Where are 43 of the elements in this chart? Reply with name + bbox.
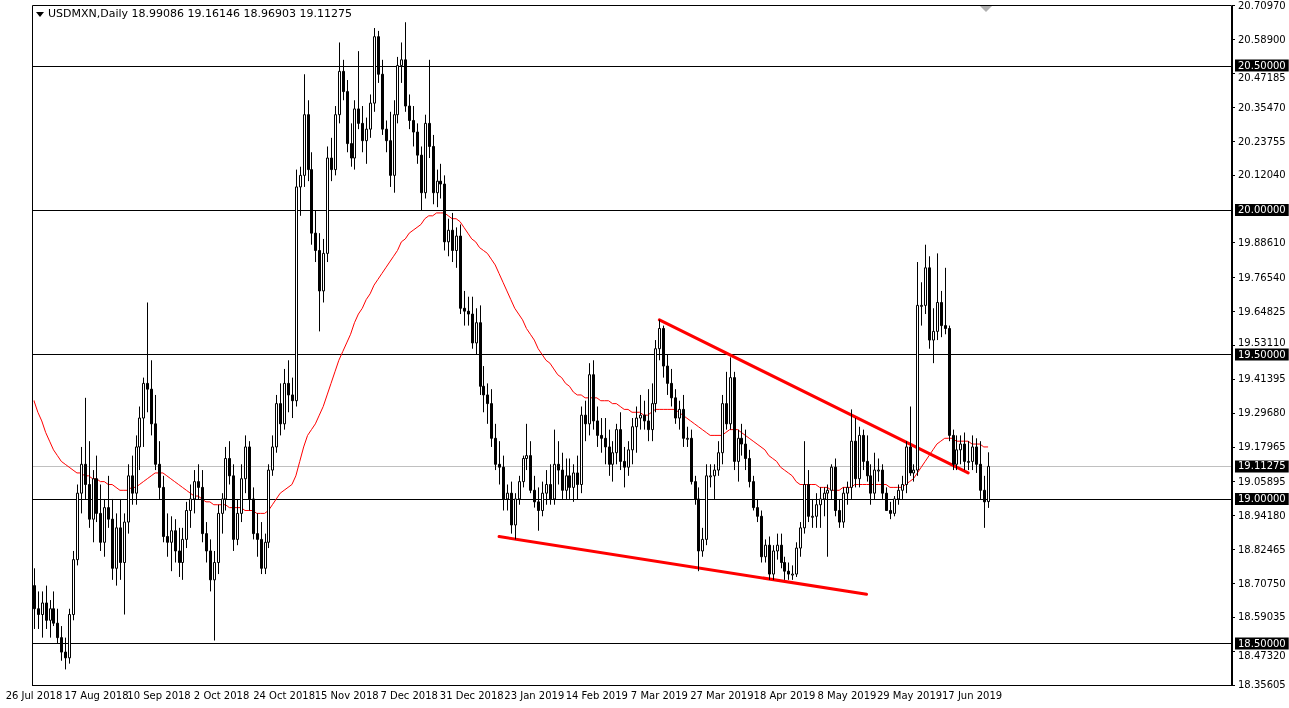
- y-tick-label: 19.64825: [1238, 305, 1286, 317]
- y-tick-label: 19.88610: [1238, 237, 1286, 249]
- y-tick-label: 18.47320: [1238, 649, 1286, 661]
- y-tick-label: 20.47185: [1238, 71, 1286, 83]
- x-tick-label: 7 Mar 2019: [630, 689, 688, 701]
- x-tick-label: 15 Nov 2018: [314, 689, 379, 701]
- y-tick-label: 20.35470: [1238, 101, 1286, 113]
- ref-line-label: 19.50000: [1238, 348, 1286, 360]
- y-tick-label: 18.59035: [1238, 611, 1286, 623]
- x-tick-label: 8 May 2019: [817, 689, 877, 701]
- y-tick-label: 20.23755: [1238, 135, 1286, 147]
- x-tick-label: 2 Oct 2018: [193, 689, 250, 701]
- y-tick-label: 19.53110: [1238, 336, 1286, 348]
- ref-line-label: 19.00000: [1238, 493, 1286, 505]
- y-tick-label: 19.17965: [1238, 441, 1286, 453]
- x-tick-label: 17 Aug 2018: [64, 689, 129, 701]
- ref-line-label: 20.50000: [1238, 59, 1286, 71]
- y-tick-label: 20.58900: [1238, 33, 1286, 45]
- y-tick-label: 20.12040: [1238, 169, 1286, 181]
- y-tick-label: 19.29680: [1238, 407, 1286, 419]
- y-tick-label: 19.05895: [1238, 476, 1286, 488]
- x-tick-label: 27 Mar 2019: [690, 689, 754, 701]
- x-tick-label: 17 Jun 2019: [941, 689, 1003, 701]
- ref-line-label: 20.00000: [1238, 204, 1286, 216]
- y-tick-label: 18.82465: [1238, 543, 1286, 555]
- y-tick-label: 19.76540: [1238, 271, 1286, 283]
- x-tick-label: 26 Jul 2018: [5, 689, 63, 701]
- y-tick-label: 18.70750: [1238, 577, 1286, 589]
- x-tick-label: 10 Sep 2018: [127, 689, 191, 701]
- y-tick-label: 18.35605: [1238, 679, 1286, 691]
- y-tick-label: 19.41395: [1238, 373, 1286, 385]
- x-tick-label: 29 May 2019: [876, 689, 943, 701]
- x-tick-label: 14 Feb 2019: [565, 689, 628, 701]
- x-tick-label: 23 Jan 2019: [504, 689, 565, 701]
- x-tick-label: 24 Oct 2018: [253, 689, 316, 701]
- ref-line-label: 18.50000: [1238, 637, 1286, 649]
- x-tick-label: 18 Apr 2019: [753, 689, 816, 701]
- y-tick-label: 18.94180: [1238, 509, 1286, 521]
- y-tick-label: 20.70970: [1238, 0, 1286, 12]
- chart-title: USDMXN,Daily 18.99086 19.16146 18.96903 19.11275: [48, 6, 353, 20]
- ref-line-label: 19.11275: [1238, 460, 1286, 472]
- x-tick-label: 7 Dec 2018: [380, 689, 438, 701]
- x-tick-label: 31 Dec 2018: [439, 689, 504, 701]
